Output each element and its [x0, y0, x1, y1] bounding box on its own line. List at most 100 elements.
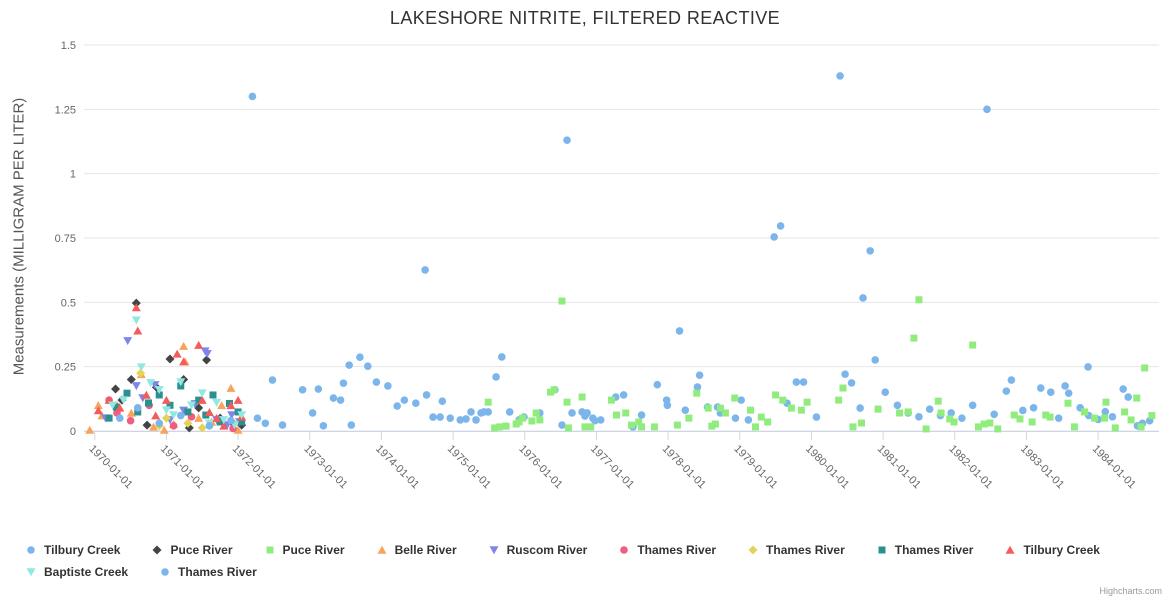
data-point[interactable]: [268, 376, 277, 384]
data-point[interactable]: [194, 413, 204, 422]
data-point[interactable]: [622, 409, 630, 417]
data-point[interactable]: [136, 368, 146, 378]
data-point[interactable]: [197, 395, 207, 404]
data-point[interactable]: [847, 379, 856, 387]
data-point[interactable]: [587, 423, 595, 431]
data-point[interactable]: [770, 233, 778, 241]
data-point[interactable]: [1010, 411, 1018, 419]
data-point[interactable]: [212, 413, 222, 422]
data-point[interactable]: [205, 422, 214, 430]
data-point[interactable]: [859, 294, 867, 302]
data-point[interactable]: [161, 395, 171, 404]
data-point[interactable]: [653, 380, 662, 389]
data-point[interactable]: [491, 424, 499, 432]
data-point[interactable]: [197, 389, 207, 398]
data-point[interactable]: [202, 350, 212, 358]
data-point[interactable]: [1101, 414, 1109, 422]
data-point[interactable]: [1064, 399, 1072, 407]
data-point[interactable]: [937, 409, 945, 417]
data-point[interactable]: [910, 334, 918, 342]
data-point[interactable]: [519, 414, 527, 422]
data-point[interactable]: [591, 416, 599, 425]
data-point[interactable]: [1016, 415, 1024, 423]
data-point[interactable]: [126, 375, 136, 385]
data-point[interactable]: [515, 418, 523, 426]
data-point[interactable]: [547, 388, 555, 396]
data-point[interactable]: [568, 409, 576, 417]
data-point[interactable]: [159, 425, 169, 434]
data-point[interactable]: [194, 340, 204, 349]
data-point[interactable]: [532, 409, 540, 417]
data-point[interactable]: [131, 382, 141, 391]
data-point[interactable]: [866, 247, 874, 255]
legend-item-8-tilbury-creek[interactable]: Tilbury Creek: [1003, 541, 1100, 559]
data-point[interactable]: [123, 389, 131, 397]
data-point[interactable]: [839, 384, 847, 392]
data-point[interactable]: [93, 406, 103, 415]
data-point[interactable]: [169, 411, 179, 420]
data-point[interactable]: [757, 413, 765, 421]
data-point[interactable]: [737, 396, 745, 404]
data-point[interactable]: [716, 404, 724, 412]
data-point[interactable]: [179, 341, 189, 350]
data-point[interactable]: [812, 413, 821, 421]
data-point[interactable]: [146, 379, 156, 388]
data-point[interactable]: [578, 393, 586, 401]
data-point[interactable]: [336, 396, 345, 404]
data-point[interactable]: [118, 396, 128, 405]
data-point[interactable]: [227, 411, 237, 420]
legend-item-4-ruscom-river[interactable]: Ruscom River: [487, 541, 587, 559]
data-point[interactable]: [583, 409, 591, 417]
data-point[interactable]: [111, 384, 121, 394]
data-point[interactable]: [202, 355, 212, 365]
data-point[interactable]: [187, 401, 196, 410]
data-point[interactable]: [607, 396, 615, 404]
data-point[interactable]: [1046, 413, 1054, 421]
data-point[interactable]: [1029, 404, 1038, 412]
data-point[interactable]: [721, 409, 729, 417]
data-point[interactable]: [563, 398, 571, 406]
data-point[interactable]: [564, 424, 572, 432]
data-point[interactable]: [693, 389, 701, 397]
data-point[interactable]: [871, 356, 879, 364]
data-point[interactable]: [1137, 423, 1145, 431]
data-point[interactable]: [149, 422, 159, 431]
data-point[interactable]: [219, 421, 229, 430]
data-point[interactable]: [1124, 393, 1132, 401]
data-point[interactable]: [663, 401, 672, 410]
legend-item-0-tilbury-creek[interactable]: Tilbury Creek: [24, 541, 120, 559]
data-point[interactable]: [711, 420, 719, 428]
legend-item-10-thames-river[interactable]: Thames River: [158, 563, 257, 581]
data-point[interactable]: [253, 414, 262, 422]
data-point[interactable]: [841, 370, 849, 378]
data-point[interactable]: [226, 383, 236, 392]
data-point[interactable]: [974, 423, 982, 431]
data-point[interactable]: [421, 266, 429, 274]
legend-item-6-thames-river[interactable]: Thames River: [746, 541, 845, 559]
data-point[interactable]: [212, 398, 222, 407]
credits-link[interactable]: Highcharts.com: [1099, 586, 1162, 596]
legend-item-1-puce-river[interactable]: Puce River: [150, 541, 233, 559]
data-point[interactable]: [467, 408, 475, 416]
data-point[interactable]: [176, 411, 185, 420]
legend-item-3-belle-river[interactable]: Belle River: [375, 541, 457, 559]
data-point[interactable]: [278, 421, 287, 429]
data-point[interactable]: [115, 403, 125, 412]
data-point[interactable]: [169, 422, 178, 430]
data-point[interactable]: [462, 415, 470, 423]
data-point[interactable]: [183, 418, 193, 428]
data-point[interactable]: [93, 401, 103, 410]
data-point[interactable]: [400, 396, 409, 404]
data-point[interactable]: [108, 401, 118, 410]
data-point[interactable]: [195, 396, 203, 404]
data-point[interactable]: [1091, 414, 1098, 422]
data-point[interactable]: [393, 402, 401, 410]
data-point[interactable]: [1119, 385, 1127, 393]
data-point[interactable]: [893, 401, 902, 410]
data-point[interactable]: [1054, 414, 1063, 422]
data-point[interactable]: [752, 423, 760, 431]
data-point[interactable]: [915, 413, 923, 421]
data-point[interactable]: [308, 409, 317, 417]
data-point[interactable]: [685, 414, 693, 422]
data-point[interactable]: [776, 222, 785, 230]
